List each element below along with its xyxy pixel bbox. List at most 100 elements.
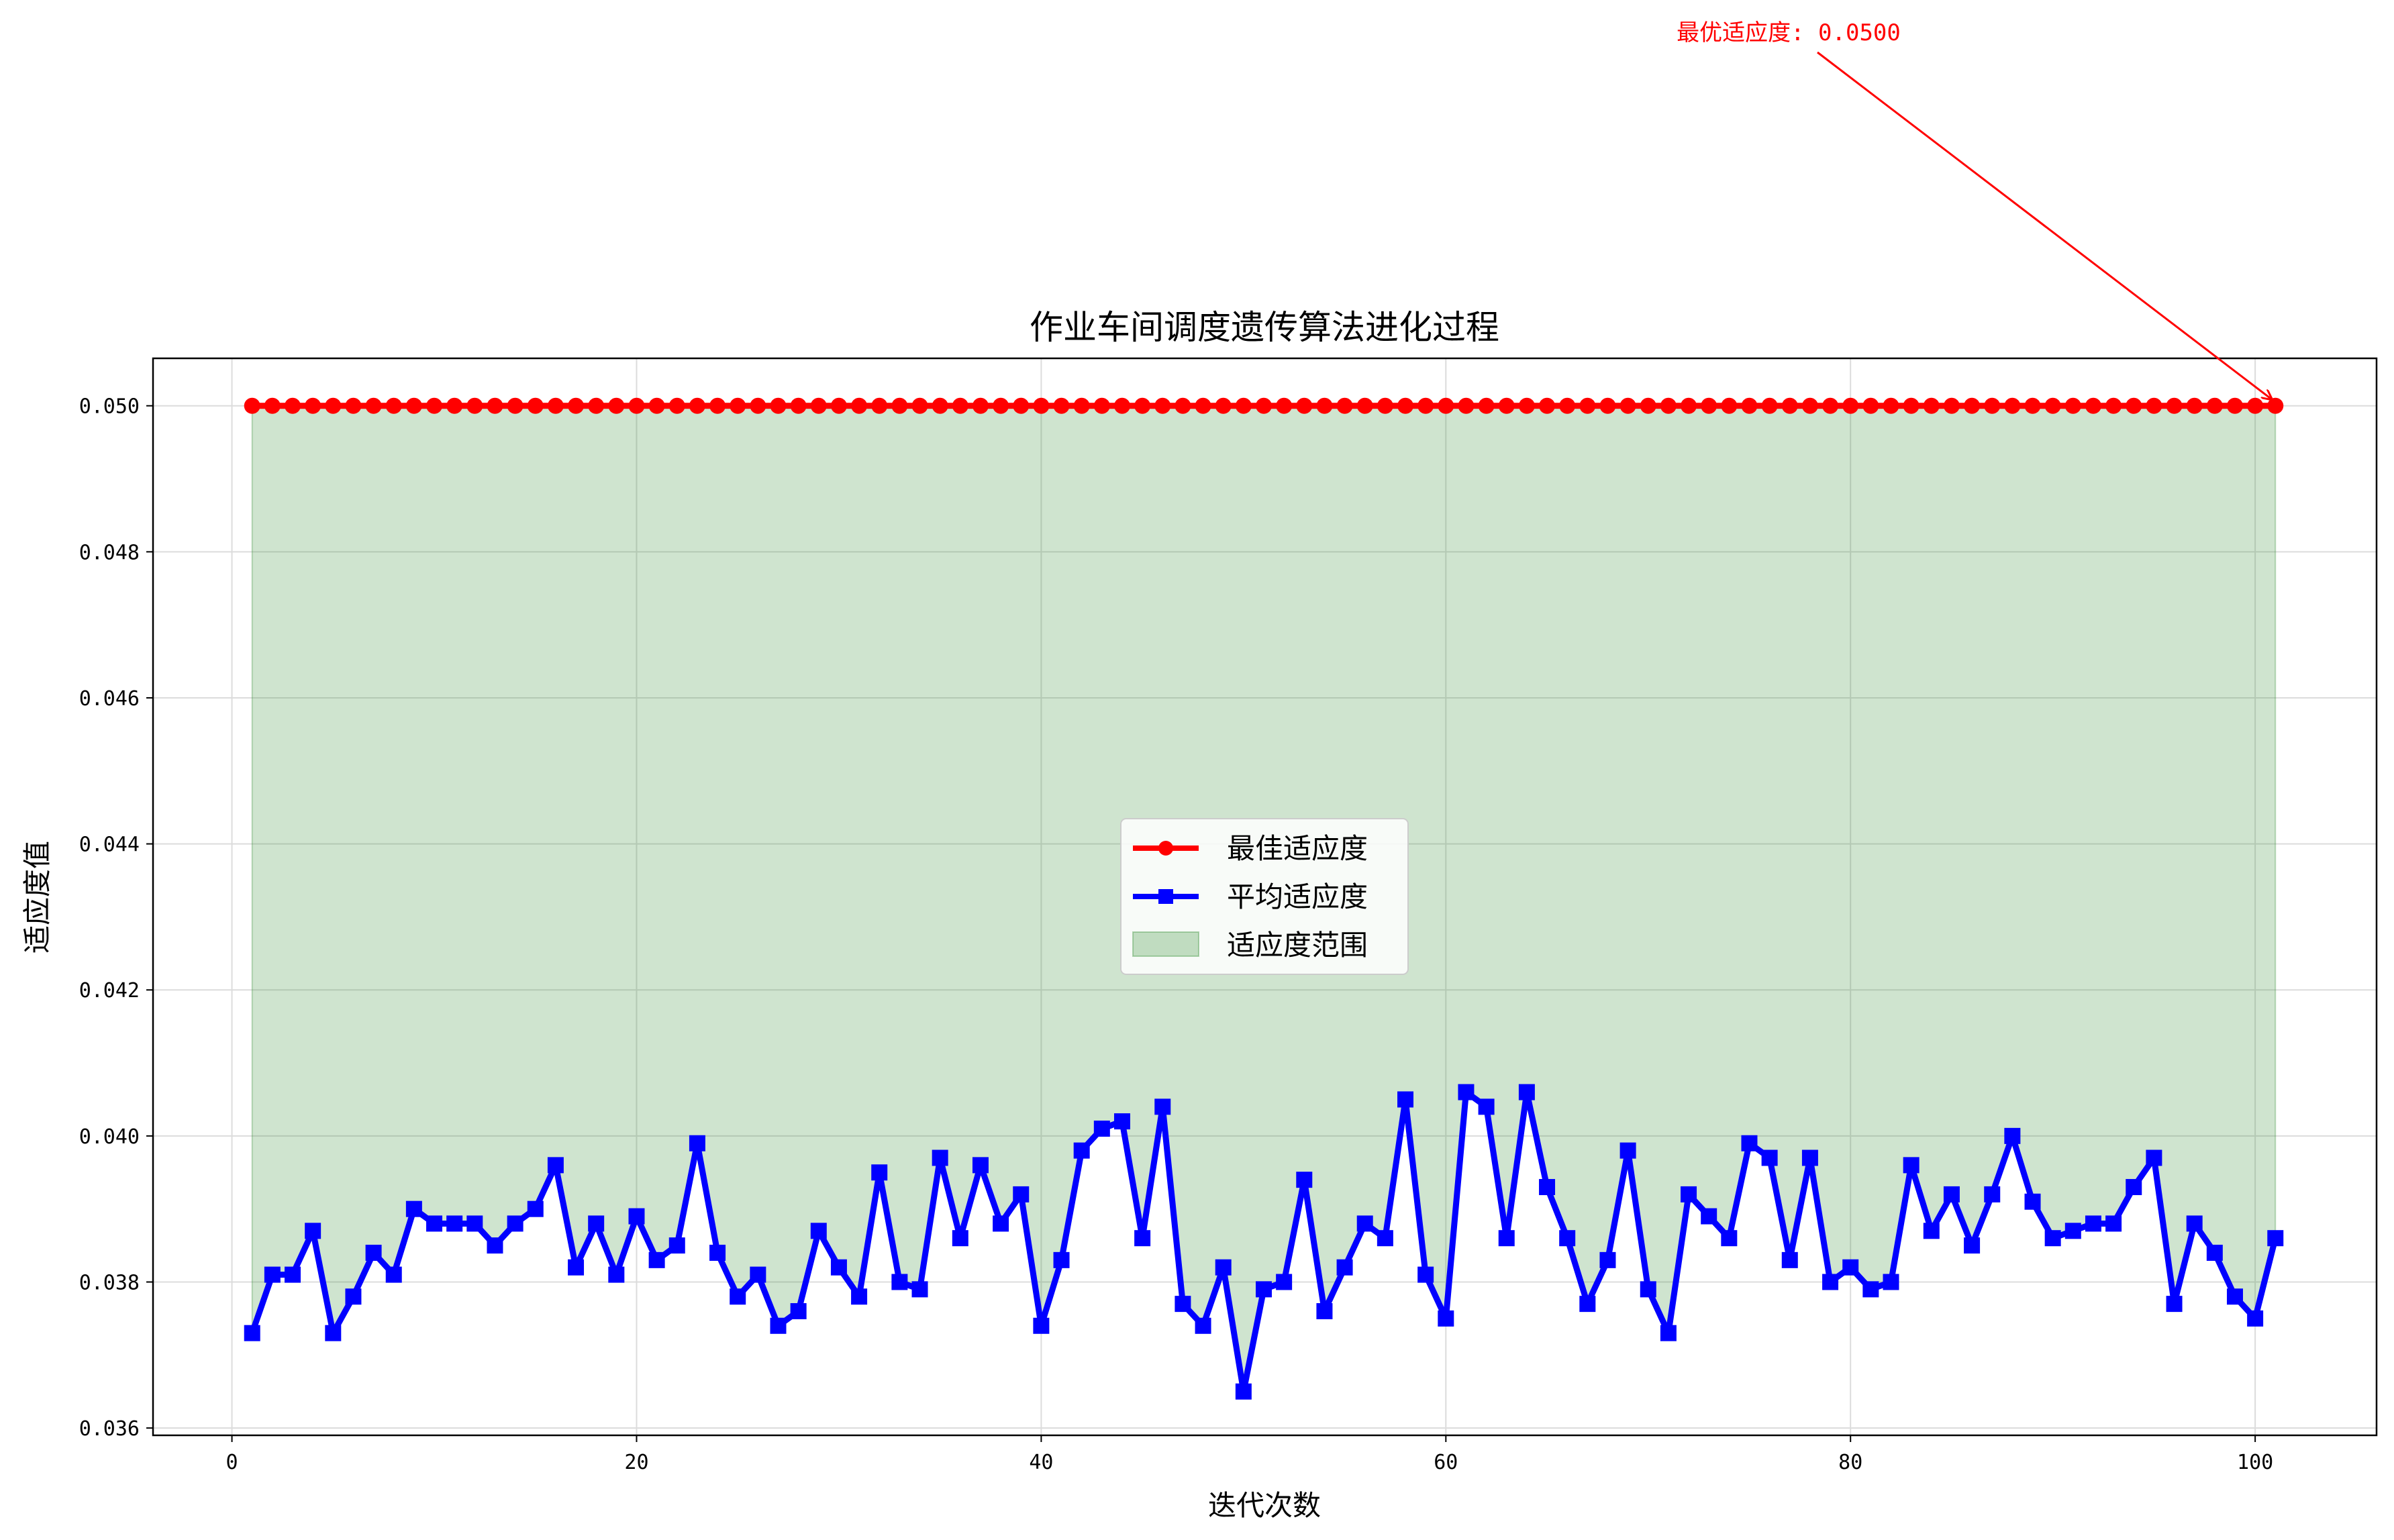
data-point-avg — [1701, 1208, 1717, 1225]
data-point-avg — [426, 1215, 443, 1232]
series-layer — [244, 397, 2284, 1400]
x-tick-label: 60 — [1434, 1451, 1458, 1474]
tick-layer: 0 20 40 60 80 100 0.036 0.038 0.040 0.042 0.044 0.0… — [79, 395, 2274, 1474]
data-point-best — [1053, 397, 1070, 414]
data-point-avg — [2226, 1288, 2243, 1305]
data-point-best — [1195, 397, 1211, 414]
data-point-best — [1397, 397, 1414, 414]
data-point-avg — [1397, 1091, 1414, 1108]
y-tick-label: 0.040 — [79, 1125, 140, 1149]
data-point-best — [2267, 397, 2284, 414]
chart-title: 作业车间调度遗传算法进化过程 — [1030, 308, 1499, 347]
data-point-best — [1438, 397, 1454, 414]
data-point-avg — [2267, 1230, 2284, 1247]
x-tick-label: 100 — [2237, 1451, 2273, 1474]
data-point-best — [1255, 397, 1272, 414]
data-point-avg — [2085, 1215, 2101, 1232]
data-point-best — [285, 397, 301, 414]
data-point-best — [1235, 397, 1252, 414]
data-point-avg — [1822, 1274, 1839, 1290]
data-point-best — [446, 397, 463, 414]
data-point-avg — [1761, 1149, 1778, 1166]
data-point-best — [365, 397, 382, 414]
data-point-avg — [385, 1266, 402, 1283]
data-point-avg — [507, 1215, 523, 1232]
data-point-avg — [1498, 1230, 1515, 1247]
data-point-best — [1964, 397, 1981, 414]
data-point-best — [1801, 397, 1818, 414]
data-point-best — [405, 397, 422, 414]
data-point-best — [1721, 397, 1738, 414]
data-point-best — [1175, 397, 1191, 414]
data-point-best — [1862, 397, 1879, 414]
data-point-avg — [1438, 1310, 1454, 1327]
data-point-best — [1377, 397, 1393, 414]
data-point-best — [871, 397, 888, 414]
data-point-avg — [1883, 1274, 1899, 1290]
data-point-best — [730, 397, 746, 414]
data-point-best — [1943, 397, 1960, 414]
data-point-best — [891, 397, 908, 414]
data-point-best — [993, 397, 1009, 414]
plot-frame — [152, 357, 2378, 1437]
data-point-best — [1316, 397, 1333, 414]
x-tick-label: 20 — [624, 1451, 648, 1474]
data-point-avg — [568, 1259, 585, 1276]
data-point-avg — [1175, 1296, 1191, 1313]
data-point-best — [2004, 397, 2021, 414]
data-point-best — [1640, 397, 1656, 414]
data-point-avg — [689, 1135, 705, 1151]
data-point-avg — [487, 1237, 503, 1254]
data-point-avg — [1619, 1142, 1636, 1159]
data-point-best — [1619, 397, 1636, 414]
data-point-best — [2206, 397, 2223, 414]
data-point-best — [1883, 397, 1899, 414]
data-point-best — [568, 397, 585, 414]
data-point-avg — [810, 1223, 827, 1239]
data-point-avg — [285, 1266, 301, 1283]
data-point-best — [790, 397, 807, 414]
data-point-best — [689, 397, 705, 414]
data-point-avg — [527, 1200, 544, 1217]
data-point-avg — [648, 1251, 665, 1268]
data-point-avg — [851, 1288, 868, 1305]
data-point-avg — [1721, 1230, 1738, 1247]
data-point-best — [628, 397, 645, 414]
data-point-avg — [1195, 1317, 1211, 1334]
data-point-best — [932, 397, 948, 414]
data-point-avg — [2206, 1244, 2223, 1261]
data-point-avg — [1923, 1223, 1940, 1239]
data-point-avg — [932, 1149, 948, 1166]
data-point-avg — [1033, 1317, 1050, 1334]
data-point-avg — [2186, 1215, 2203, 1232]
data-point-best — [1984, 397, 2001, 414]
data-point-avg — [325, 1325, 342, 1341]
data-point-best — [2166, 397, 2183, 414]
data-point-avg — [1640, 1281, 1656, 1298]
data-point-avg — [1235, 1383, 1252, 1400]
data-point-best — [1498, 397, 1515, 414]
data-point-avg — [1801, 1149, 1818, 1166]
data-point-avg — [1276, 1274, 1293, 1290]
data-point-best — [2105, 397, 2122, 414]
data-point-best — [466, 397, 483, 414]
data-point-avg — [1964, 1237, 1981, 1254]
data-point-avg — [891, 1274, 908, 1290]
data-point-avg — [668, 1237, 685, 1254]
data-point-best — [1013, 397, 1030, 414]
data-point-best — [2146, 397, 2162, 414]
y-tick-label: 0.048 — [79, 541, 140, 564]
data-point-avg — [2024, 1193, 2041, 1210]
data-point-avg — [750, 1266, 766, 1283]
data-point-avg — [2247, 1310, 2264, 1327]
legend-box — [1120, 818, 1409, 975]
y-tick-label: 0.038 — [79, 1271, 140, 1294]
data-point-best — [709, 397, 726, 414]
annotation-text: 最优适应度: 0.0500 — [1677, 19, 1901, 46]
data-point-best — [952, 397, 968, 414]
data-point-avg — [993, 1215, 1009, 1232]
data-point-avg — [2126, 1179, 2142, 1196]
data-point-avg — [1356, 1215, 1373, 1232]
data-point-best — [1822, 397, 1839, 414]
